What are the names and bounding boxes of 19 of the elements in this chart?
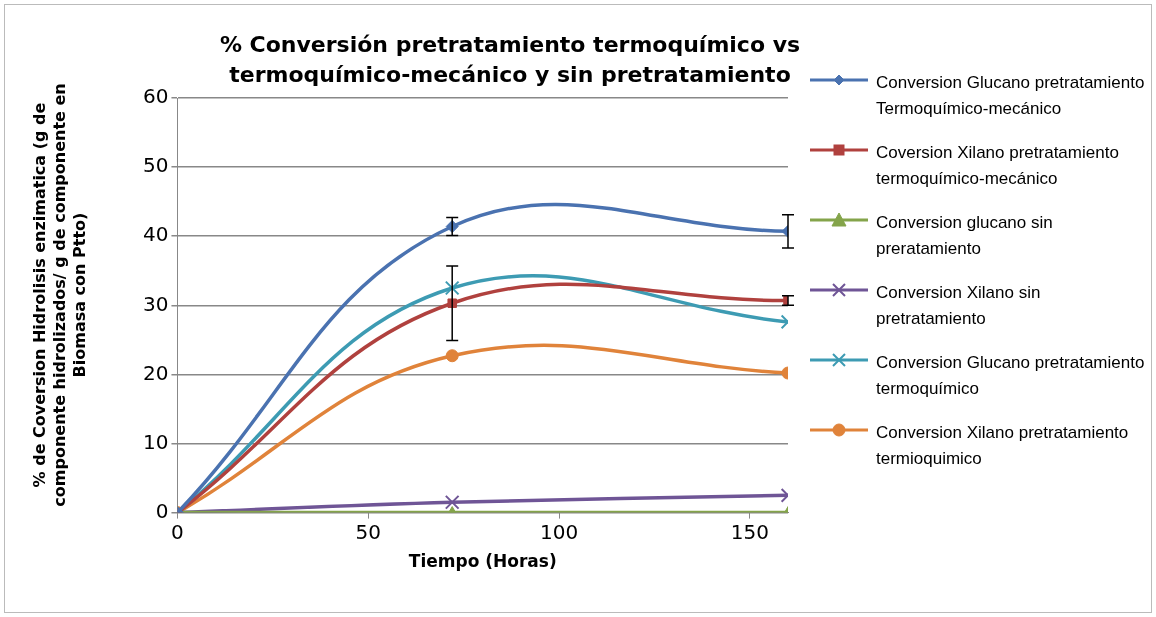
legend-label: Conversion glucano sin preratamiento [876,212,1054,260]
y-tick-label: 50 [143,153,169,178]
legend-label: Conversion Xilano pretratamiento termioquimico [876,422,1130,470]
y-tick-label: 30 [143,291,169,316]
legend-label: Conversion Glucano pretratamiento Termoquímico-mecánico [876,72,1146,120]
x-tick-label: 150 [730,519,769,544]
y-tick-label: 60 [143,84,169,109]
x-tick-label: 100 [539,519,579,544]
legend-label: Conversion Glucano pretratamiento termoquímico [876,352,1146,400]
y-tick-label: 10 [143,429,169,454]
legend-label: Conversion Xilano sin pretratamiento [876,282,1042,330]
legend-label: Coversion Xilano pretratamiento termoquímico-mecánico [876,142,1120,190]
x-axis-title: Tiempo (Horas) [408,551,557,572]
y-tick-label: 20 [143,360,169,385]
y-axis-title: % de Coversion Hidrolisis enzimatica (g de componente hidrolizados/ g de componente en Biomasa con Ptto) [30,82,90,509]
y-tick-label: 0 [155,498,169,523]
x-tick-label: 50 [355,519,381,544]
chart-title: % Conversión pretratamiento termoquímico vs termoquímico-mecánico y sin pretratamiento [218,31,802,89]
y-tick-label: 40 [143,222,169,247]
